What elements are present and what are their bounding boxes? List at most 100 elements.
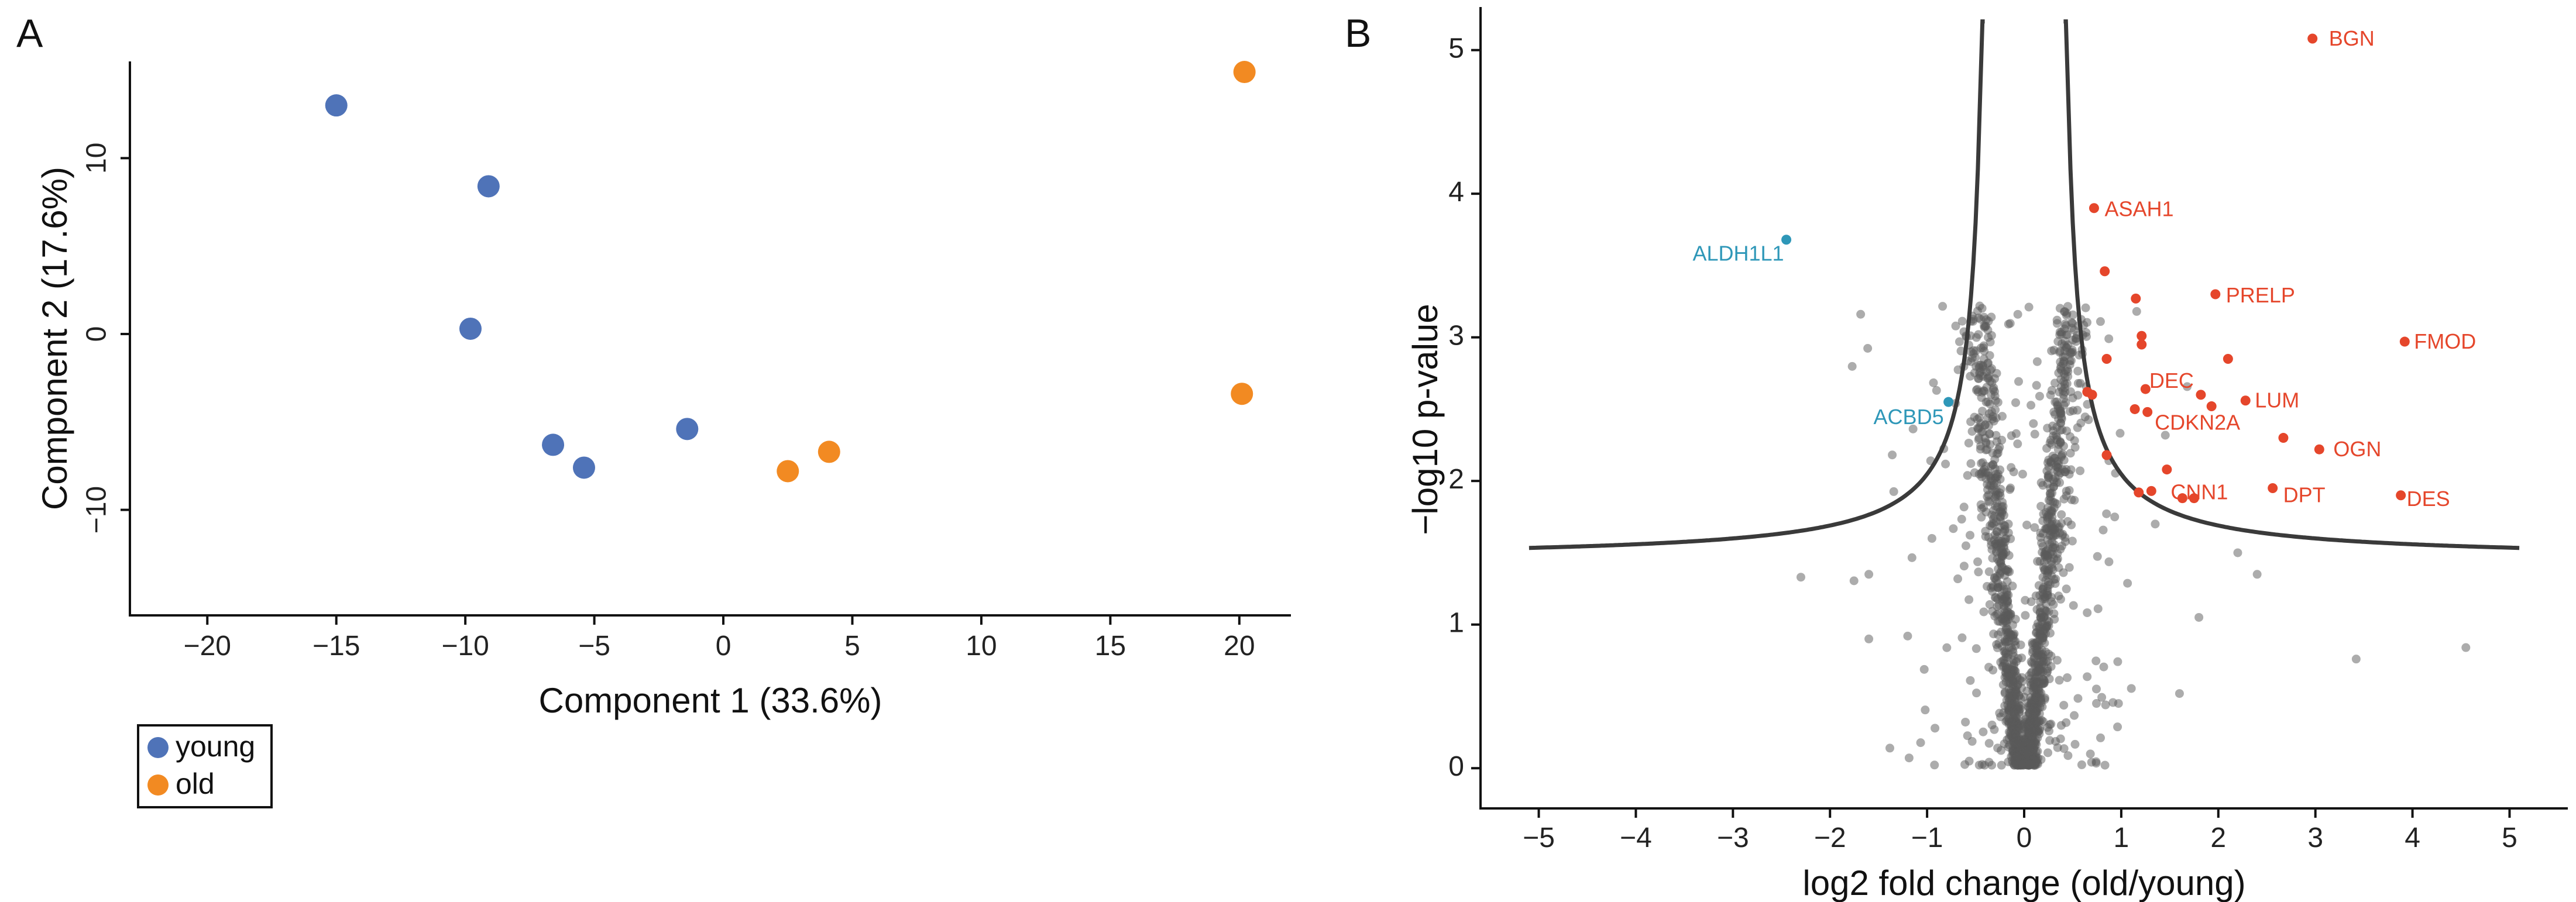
b-background-point (1977, 387, 1987, 397)
b-background-point (1997, 536, 2007, 546)
b-background-point (2013, 439, 2022, 449)
b-background-point (2067, 536, 2077, 546)
b-background-point (1990, 593, 2000, 602)
b-x-tick-label: 0 (2017, 822, 2032, 853)
b-background-point (2059, 377, 2068, 387)
b-gene-label-fmod: FMOD (2414, 329, 2476, 353)
b-background-point (2070, 739, 2080, 749)
b-background-point (1929, 378, 1938, 387)
a-x-tick-label: −10 (441, 631, 489, 662)
b-background-point (2066, 387, 2075, 397)
b-background-point (2036, 478, 2046, 487)
b-background-point (1931, 724, 1940, 733)
b-background-point (2096, 317, 2105, 326)
b-background-point (2034, 717, 2043, 727)
b-background-point (1864, 570, 1874, 579)
b-significant-point (2210, 289, 2221, 299)
b-background-point (1941, 459, 1950, 469)
b-background-point (2045, 438, 2055, 447)
b-background-point (2054, 369, 2063, 378)
b-background-point (2025, 721, 2035, 731)
b-background-point (2059, 494, 2069, 504)
b-background-point (1981, 322, 1991, 331)
a-x-tick-label: 10 (966, 631, 997, 662)
b-background-point (1981, 420, 1990, 429)
b-background-point (1966, 357, 1976, 366)
b-background-point (2066, 465, 2076, 474)
a-legend-label-young: young (176, 730, 255, 763)
b-background-point (1992, 640, 2001, 649)
b-gene-label-lum: LUM (2255, 388, 2299, 412)
panel-b-significant-points (1781, 33, 2410, 504)
b-background-point (1908, 424, 1918, 433)
b-background-point (1997, 760, 2006, 770)
b-background-point (2026, 740, 2035, 749)
b-significant-point (2314, 444, 2324, 455)
b-gene-label-bgn: BGN (2329, 26, 2375, 50)
b-background-point (2021, 595, 2030, 605)
b-significant-point (2100, 266, 2110, 277)
b-background-point (2047, 346, 2056, 356)
a-legend-marker-young (147, 737, 169, 758)
b-background-point (2113, 722, 2122, 732)
b-significant-point (2162, 464, 2172, 475)
b-y-tick-label: 1 (1448, 607, 1464, 638)
b-background-point (2083, 608, 2092, 617)
b-background-point (2003, 577, 2012, 586)
b-background-point (2059, 394, 2069, 404)
b-background-point (1979, 343, 1988, 352)
b-background-point (1959, 562, 1969, 571)
b-background-point (1984, 532, 1993, 542)
b-background-point (2013, 309, 2022, 319)
b-x-tick-label: 2 (2210, 822, 2226, 853)
b-background-point (2029, 703, 2039, 712)
b-significant-point (2137, 330, 2147, 341)
b-background-point (2098, 525, 2108, 535)
panel-b-threshold (1529, 19, 2520, 550)
b-y-tick-label: 0 (1448, 751, 1464, 782)
b-background-point (2054, 470, 2063, 480)
b-background-point (2059, 701, 2069, 710)
b-background-point (1961, 717, 1970, 727)
a-x-axis-title: Component 1 (33.6%) (539, 681, 882, 720)
b-background-point (1992, 548, 2001, 557)
b-background-point (1977, 504, 1986, 514)
b-background-point (1955, 337, 1964, 346)
b-background-point (2043, 503, 2053, 512)
b-background-point (1966, 347, 1976, 356)
b-background-point (1972, 688, 1981, 698)
b-background-point (2113, 657, 2122, 666)
panel-a-legend: young old (137, 724, 273, 808)
b-background-point (2093, 604, 2103, 614)
b-background-point (2059, 568, 2068, 577)
b-background-point (2043, 577, 2053, 587)
b-background-point (2086, 749, 2095, 759)
b-background-point (2033, 619, 2042, 628)
b-background-point (1957, 515, 1966, 524)
a-point-young (572, 456, 595, 479)
b-background-point (2072, 334, 2081, 343)
b-background-point (2110, 512, 2120, 522)
b-background-point (2127, 684, 2136, 693)
b-background-point (1984, 490, 1993, 500)
b-background-point (1985, 399, 1994, 408)
b-background-point (2194, 612, 2204, 622)
b-background-point (1991, 431, 2001, 440)
b-background-point (2009, 467, 2018, 477)
b-background-point (2024, 302, 2034, 312)
b-background-point (2051, 378, 2060, 388)
b-background-point (2008, 691, 2018, 701)
b-background-point (2091, 684, 2101, 694)
panel-b-volcano-plot: B −5 −4 −3 −2 −1 0 1 2 3 4 5 0 1 2 3 4 5 log2 fold change… (1345, 7, 2568, 902)
b-x-axis-title: log2 fold change (old/young) (1802, 863, 2245, 902)
b-background-point (2043, 666, 2052, 676)
a-y-tick-label: −10 (81, 486, 112, 533)
b-background-point (2104, 334, 2114, 343)
a-point-young (325, 94, 348, 117)
b-background-point (1961, 541, 1970, 550)
b-background-point (2046, 719, 2056, 729)
b-background-point (2108, 698, 2118, 707)
b-significant-point (1943, 397, 1954, 407)
b-background-point (2052, 462, 2061, 471)
b-background-point (1986, 583, 1995, 593)
